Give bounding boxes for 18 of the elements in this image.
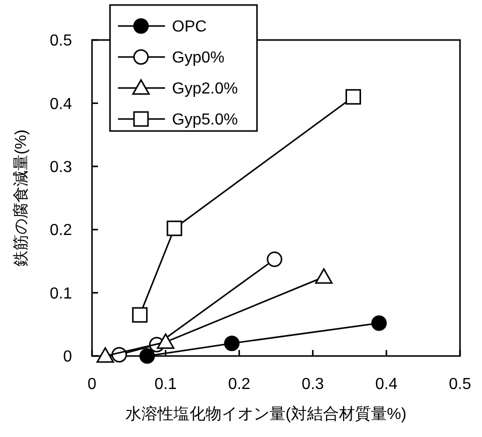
x-tick-label: 0.2 (228, 376, 250, 393)
y-axis-title: 鉄筋の腐食減量(%) (12, 130, 30, 266)
y-tick-label: 0 (63, 348, 72, 366)
y-tick-label: 0.4 (50, 96, 72, 113)
legend-label: Gyp5.0% (172, 112, 238, 129)
legend-label: Gyp0% (172, 50, 224, 67)
legend-label: Gyp2.0% (172, 80, 238, 98)
legend-label: OPC (172, 18, 207, 36)
x-tick-label: 0.5 (448, 376, 472, 393)
y-tick-label: 0.3 (50, 159, 72, 176)
x-axis-title: 水溶性塩化物イオン量(対結合材質量%) (126, 405, 406, 423)
x-tick-label: 0.4 (375, 376, 398, 393)
x-tick-label: 0 (88, 376, 97, 393)
y-tick-label: 0.1 (50, 285, 72, 302)
x-tick-label: 0.3 (302, 376, 324, 393)
y-tick-label: 0.2 (50, 222, 72, 240)
y-tick-label: 0.5 (50, 32, 72, 50)
x-tick-label: 0.1 (154, 376, 177, 393)
